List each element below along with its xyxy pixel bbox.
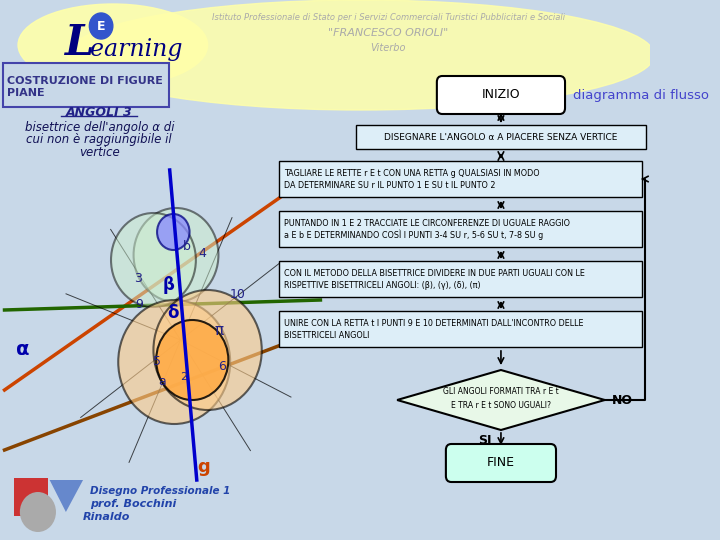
- Text: UNIRE CON LA RETTA t I PUNTI 9 E 10 DETERMINATI DALL'INCONTRO DELLE: UNIRE CON LA RETTA t I PUNTI 9 E 10 DETE…: [284, 319, 584, 327]
- Text: PUNTANDO IN 1 E 2 TRACCIATE LE CIRCONFERENZE DI UGUALE RAGGIO: PUNTANDO IN 1 E 2 TRACCIATE LE CIRCONFER…: [284, 219, 570, 227]
- Text: COSTRUZIONE DI FIGURE
PIANE: COSTRUZIONE DI FIGURE PIANE: [7, 76, 163, 98]
- Text: a E b E DETERMINANDO COSÌ I PUNTI 3-4 SU r, 5-6 SU t, 7-8 SU g: a E b E DETERMINANDO COSÌ I PUNTI 3-4 SU…: [284, 230, 544, 240]
- Text: 6: 6: [218, 360, 226, 373]
- Text: Viterbo: Viterbo: [370, 43, 406, 53]
- Text: 3: 3: [134, 272, 141, 285]
- Text: prof. Bocchini: prof. Bocchini: [90, 499, 176, 509]
- FancyBboxPatch shape: [437, 76, 565, 114]
- Text: ANGOLI 3: ANGOLI 3: [66, 105, 132, 118]
- Text: r: r: [287, 169, 296, 187]
- Text: TAGLIARE LE RETTE r E t CON UNA RETTA g QUALSIASI IN MODO: TAGLIARE LE RETTE r E t CON UNA RETTA g …: [284, 168, 540, 178]
- Text: cui non è raggiungibile il: cui non è raggiungibile il: [27, 133, 172, 146]
- Text: t: t: [316, 316, 325, 334]
- Text: 9: 9: [135, 298, 143, 311]
- Text: β: β: [163, 276, 174, 294]
- Text: NO: NO: [612, 394, 633, 407]
- FancyBboxPatch shape: [279, 311, 642, 347]
- Text: bisettrice dell'angolo α di: bisettrice dell'angolo α di: [24, 122, 174, 134]
- Text: FINE: FINE: [487, 456, 515, 469]
- Text: DISEGNARE L'ANGOLO α A PIACERE SENZA VERTICE: DISEGNARE L'ANGOLO α A PIACERE SENZA VER…: [384, 132, 618, 141]
- Text: BISETTRICELI ANGOLI: BISETTRICELI ANGOLI: [284, 330, 369, 340]
- Text: π: π: [215, 323, 224, 338]
- Text: CON IL METODO DELLA BISETTRICE DIVIDERE IN DUE PARTI UGUALI CON LE: CON IL METODO DELLA BISETTRICE DIVIDERE …: [284, 268, 585, 278]
- Text: E: E: [97, 19, 105, 32]
- FancyBboxPatch shape: [279, 261, 642, 297]
- Text: 10: 10: [230, 288, 246, 301]
- Circle shape: [156, 320, 228, 400]
- Text: DA DETERMINARE SU r IL PUNTO 1 E SU t IL PUNTO 2: DA DETERMINARE SU r IL PUNTO 1 E SU t IL…: [284, 180, 496, 190]
- Circle shape: [157, 214, 189, 250]
- Text: Rinaldo: Rinaldo: [83, 512, 130, 522]
- FancyBboxPatch shape: [14, 478, 48, 516]
- Circle shape: [118, 300, 230, 424]
- Text: vertice: vertice: [79, 145, 120, 159]
- Text: 5: 5: [153, 355, 161, 368]
- FancyBboxPatch shape: [279, 211, 642, 247]
- Text: GLI ANGOLI FORMATI TRA r E t: GLI ANGOLI FORMATI TRA r E t: [443, 388, 559, 396]
- Polygon shape: [50, 480, 83, 512]
- Text: 4: 4: [199, 247, 207, 260]
- FancyBboxPatch shape: [3, 63, 168, 107]
- Text: a: a: [158, 375, 166, 388]
- Text: Istituto Professionale di Stato per i Servizi Commerciali Turistici Pubblicitari: Istituto Professionale di Stato per i Se…: [212, 14, 564, 23]
- FancyBboxPatch shape: [356, 125, 647, 149]
- FancyBboxPatch shape: [446, 444, 556, 482]
- Circle shape: [153, 290, 262, 410]
- Text: E TRA r E t SONO UGUALI?: E TRA r E t SONO UGUALI?: [451, 402, 551, 410]
- Text: L: L: [65, 22, 94, 64]
- Ellipse shape: [18, 4, 207, 86]
- Circle shape: [111, 213, 196, 307]
- Text: 2: 2: [181, 372, 188, 382]
- Text: α: α: [17, 340, 30, 359]
- Text: diagramma di flusso: diagramma di flusso: [573, 89, 709, 102]
- Circle shape: [20, 492, 56, 532]
- Text: "FRANCESCO ORIOLI": "FRANCESCO ORIOLI": [328, 28, 449, 38]
- Text: SI: SI: [478, 434, 492, 447]
- FancyBboxPatch shape: [279, 161, 642, 197]
- Circle shape: [89, 13, 113, 39]
- Text: b: b: [183, 240, 191, 253]
- Ellipse shape: [68, 0, 654, 110]
- Text: g: g: [197, 458, 210, 476]
- Text: f: f: [318, 283, 325, 301]
- Circle shape: [134, 208, 218, 302]
- Text: Disegno Professionale 1: Disegno Professionale 1: [90, 486, 230, 496]
- Polygon shape: [397, 370, 605, 430]
- Text: RISPETTIVE BISETTRICELI ANGOLI: (β), (γ), (δ), (π): RISPETTIVE BISETTRICELI ANGOLI: (β), (γ)…: [284, 280, 481, 289]
- Text: δ: δ: [167, 304, 179, 322]
- Text: earning: earning: [90, 38, 183, 61]
- Text: INIZIO: INIZIO: [482, 89, 521, 102]
